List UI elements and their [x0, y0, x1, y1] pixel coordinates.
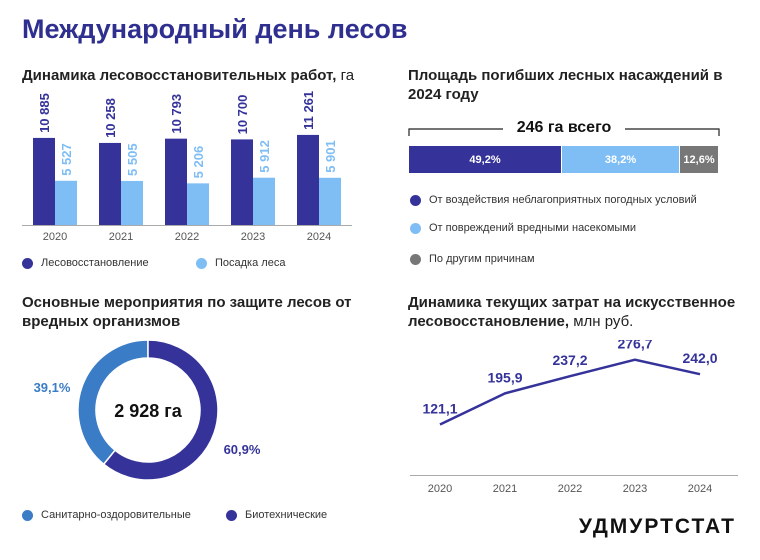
line-x-tick-2021: 2021 [493, 483, 517, 495]
line-chart-title: Динамика текущих затрат на искусственное… [408, 293, 748, 331]
donut-chart-title: Основные мероприятия по защите лесов от … [22, 294, 352, 330]
line-chart-title-text: Динамика текущих затрат на искусственное… [408, 294, 736, 330]
bar-label-planting-2020: 5 527 [59, 143, 74, 176]
bar-chart-title-unit: га [340, 67, 355, 84]
stack-legend-label-weather: От воздействия неблагоприятных погодных … [429, 194, 697, 206]
bar-x-tick-2021: 2021 [109, 231, 133, 243]
bar-legend-item-planting: Посадка леса [196, 257, 285, 269]
bar-label-planting-2021: 5 505 [125, 143, 140, 176]
stack-legend-item-insects: От повреждений вредными насекомыми [410, 222, 636, 234]
donut-label-biotech: 60,9% [224, 442, 261, 457]
bar-label-restoration-2023: 10 700 [235, 95, 250, 135]
stack-segment-weather: 49,2% [409, 146, 562, 173]
donut-legend-item-sanitary: Санитарно-оздоровительные [22, 509, 191, 521]
donut-legend-item-biotech: Биотехнические [226, 509, 327, 521]
bar-x-tick-2022: 2022 [175, 231, 199, 243]
donut-label-sanitary: 39,1% [34, 380, 71, 395]
brand-logo: УДМУРТСТАТ [578, 515, 736, 538]
total-label: 246 га всего [516, 119, 612, 136]
bar-label-restoration-2024: 11 261 [301, 91, 316, 130]
bar-restoration-2023 [231, 139, 253, 225]
stack-legend-item-weather: От воздействия неблагоприятных погодных … [410, 194, 697, 206]
page-title: Международный день лесов [22, 14, 408, 44]
legend-swatch-light [410, 222, 421, 234]
bar-chart-title-text: Динамика лесовосстановительных работ, [22, 67, 337, 84]
stack-legend-label-other: По другим причинам [429, 253, 535, 265]
line-label-2024: 242,0 [682, 350, 717, 366]
bar-chart: 10 885 5 527 2020 10 258 5 505 2021 10 793 5 20… [22, 91, 352, 243]
bar-restoration-2024 [297, 134, 319, 225]
donut-legend-label-biotech: Биотехнические [245, 509, 328, 521]
line-x-tick-2020: 2020 [428, 483, 452, 495]
bar-planting-2024 [319, 177, 341, 225]
bar-label-restoration-2020: 10 885 [37, 93, 52, 133]
line-label-2023: 276,7 [617, 340, 652, 352]
bar-label-planting-2022: 5 206 [191, 146, 206, 179]
bar-restoration-2021 [99, 142, 121, 225]
bar-x-tick-2020: 2020 [43, 231, 67, 243]
stack-chart-title: Площадь погибших лесных насаждений в 202… [408, 67, 723, 103]
stacked-bar: 49,2% 38,2% 12,6% [409, 146, 718, 173]
legend-swatch-dark [410, 194, 421, 206]
line-x-tick-2023: 2023 [623, 483, 647, 495]
donut-slice-biotech [102, 339, 219, 481]
bar-restoration-2020 [33, 137, 55, 225]
bar-label-planting-2024: 5 901 [323, 140, 338, 173]
stack-legend-label-insects: От повреждений вредными насекомыми [429, 222, 637, 234]
bar-restoration-2022 [165, 138, 187, 225]
donut-center-label: 2 928 га [114, 401, 183, 421]
legend-swatch-dark [22, 257, 33, 269]
line-chart: 121,1 2020 195,9 2021 237,2 2022 276,7 2023 242,… [410, 340, 738, 495]
legend-swatch-mid [22, 509, 33, 521]
bar-chart-title: Динамика лесовосстановительных работ, га [22, 66, 354, 85]
bar-planting-2023 [253, 177, 275, 225]
bar-label-planting-2023: 5 912 [257, 140, 272, 173]
legend-swatch-dark [226, 509, 237, 521]
donut-legend-label-sanitary: Санитарно-оздоровительные [41, 509, 191, 521]
bar-x-tick-2024: 2024 [307, 231, 331, 243]
bar-x-tick-2023: 2023 [241, 231, 265, 243]
bar-legend-item-restoration: Лесовосстановление [22, 257, 149, 269]
line-chart-title-unit: млн руб. [573, 313, 634, 330]
bar-legend-label-restoration: Лесовосстановление [41, 257, 149, 269]
legend-swatch-grey [410, 253, 421, 265]
total-bracket [408, 128, 720, 136]
bar-planting-2020 [55, 180, 77, 225]
legend-swatch-light [196, 257, 207, 269]
stack-segment-insects: 38,2% [561, 146, 680, 173]
line-label-2022: 237,2 [552, 352, 587, 368]
stack-legend-item-other: По другим причинам [410, 253, 535, 265]
line-series [439, 358, 701, 426]
line-label-2020: 121,1 [422, 401, 457, 417]
bar-label-restoration-2022: 10 793 [169, 94, 184, 134]
bar-label-restoration-2021: 10 258 [103, 98, 118, 138]
line-x-tick-2022: 2022 [558, 483, 582, 495]
bar-planting-2022 [187, 183, 209, 225]
bar-legend-label-planting: Посадка леса [215, 257, 286, 269]
bar-planting-2021 [121, 180, 143, 225]
donut-chart: 39,1% 60,9% 2 928 га [34, 339, 261, 481]
line-x-tick-2024: 2024 [688, 483, 712, 495]
line-label-2021: 195,9 [487, 369, 522, 385]
stack-segment-other: 12,6% [679, 146, 718, 173]
